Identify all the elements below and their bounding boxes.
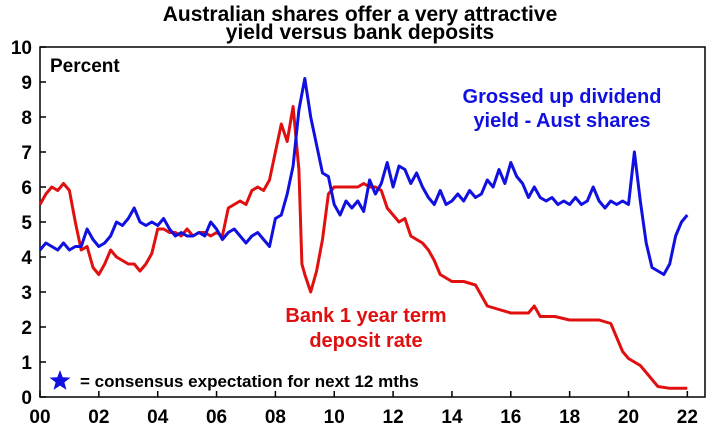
- y-tick-label: 4: [21, 248, 32, 269]
- star-icon: [49, 370, 71, 390]
- x-tick-label: 12: [383, 407, 404, 428]
- x-tick-label: 06: [206, 407, 227, 428]
- series-label-deposit-line-2: deposit rate: [309, 330, 422, 352]
- y-tick-label: 7: [21, 143, 32, 164]
- x-tick-label: 10: [324, 407, 345, 428]
- chart-title-line-2: yield versus bank deposits: [225, 21, 495, 44]
- y-tick-label: 2: [21, 318, 32, 339]
- x-tick-label: 14: [441, 407, 463, 428]
- x-tick-label: 22: [677, 407, 698, 428]
- y-tick-label: 9: [21, 73, 32, 94]
- x-tick-label: 18: [559, 407, 580, 428]
- series-label-deposit-line-1: Bank 1 year term: [285, 305, 446, 327]
- y-tick-label: 5: [21, 213, 32, 234]
- x-tick-label: 16: [500, 407, 521, 428]
- x-tick-label: 04: [147, 407, 169, 428]
- y-axis: 0 1 2 3 4 5 6 7 8 9 10: [11, 38, 46, 409]
- x-axis: 00 02 04 06 08 10 12 14 16 18 20 22: [29, 391, 698, 428]
- x-tick-label: 00: [29, 407, 50, 428]
- series-label-dividend-line-2: yield - Aust shares: [473, 110, 650, 132]
- y-tick-label: 1: [21, 353, 32, 374]
- x-tick-label: 20: [618, 407, 639, 428]
- series-line-deposit-rate: [38, 105, 688, 390]
- series-label-dividend-line-1: Grossed up dividend: [463, 86, 662, 108]
- y-axis-label: Percent: [50, 56, 120, 77]
- y-tick-label: 10: [11, 38, 32, 59]
- y-tick-label: 0: [21, 388, 32, 409]
- x-tick-label: 08: [265, 407, 286, 428]
- y-tick-label: 8: [21, 108, 32, 129]
- series-line-dividend-yield: [38, 77, 689, 276]
- legend-note: = consensus expectation for next 12 mths: [80, 372, 419, 391]
- y-tick-label: 3: [21, 283, 32, 304]
- x-tick-label: 02: [88, 407, 109, 428]
- chart-title-line-1: Australian shares offer a very attractiv…: [162, 3, 558, 26]
- y-tick-label: 6: [21, 178, 32, 199]
